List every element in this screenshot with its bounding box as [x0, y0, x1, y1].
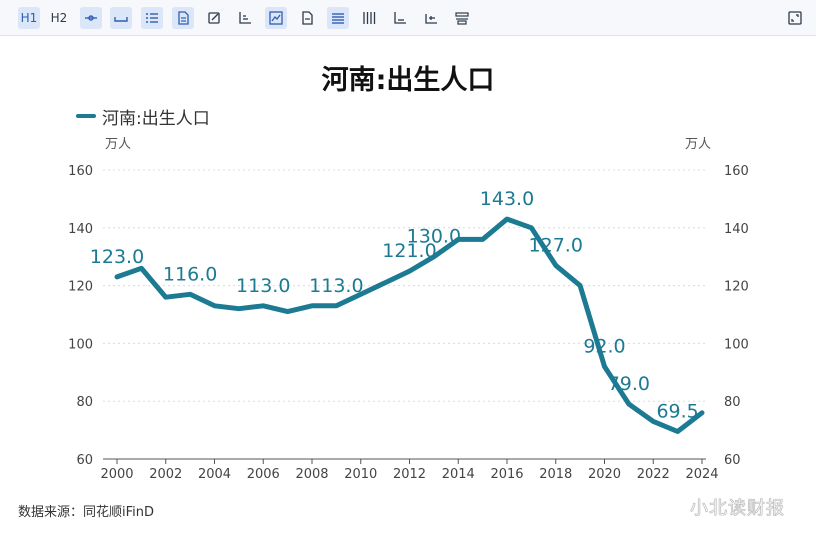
- legend-swatch: [76, 114, 96, 118]
- data-label: 113.0: [309, 275, 363, 297]
- legend-label: 河南:出生人口: [102, 108, 210, 129]
- y-tick-label-right: 80: [724, 395, 741, 410]
- axis-button[interactable]: [234, 7, 256, 29]
- line-dot-icon: [85, 15, 97, 21]
- page-button[interactable]: [296, 7, 318, 29]
- align-lines-button[interactable]: [327, 7, 349, 29]
- list-icon: [146, 13, 158, 23]
- x-tick-label: 2008: [295, 467, 328, 482]
- x-tick-label: 2020: [588, 467, 621, 482]
- tick-axis-button[interactable]: [420, 7, 442, 29]
- data-label: 130.0: [407, 226, 461, 248]
- y-tick-label-right: 100: [724, 337, 749, 352]
- watermark: 小北读财报: [690, 498, 785, 520]
- y-tick-label-right: 120: [724, 280, 749, 295]
- source-note: 数据来源：同花顺iFinD: [18, 505, 155, 520]
- tick-axis-icon: [425, 14, 437, 24]
- stack-icon: [455, 12, 469, 25]
- x-tick-label: 2012: [393, 467, 426, 482]
- y-tick-label-left: 120: [68, 280, 93, 295]
- columns-button[interactable]: [358, 7, 380, 29]
- x-tick-label: 2014: [442, 467, 475, 482]
- y-tick-label-right: 160: [724, 164, 749, 179]
- h1-label: H1: [20, 11, 38, 25]
- x-tick-label: 2022: [637, 467, 670, 482]
- y-tick-label-left: 100: [68, 337, 93, 352]
- stack-button[interactable]: [451, 7, 473, 29]
- page-icon: [302, 11, 313, 25]
- document-button[interactable]: [172, 7, 194, 29]
- x-tick-label: 2000: [100, 467, 133, 482]
- expand-button[interactable]: [784, 7, 806, 29]
- toolbar: H1 H2: [0, 0, 816, 36]
- lines-icon: [332, 13, 344, 24]
- chart-frame-icon: [269, 11, 283, 25]
- document-icon: [178, 11, 189, 25]
- data-label: 92.0: [583, 336, 625, 358]
- edit-icon: [208, 12, 220, 24]
- divider-button[interactable]: [80, 7, 102, 29]
- data-label: 123.0: [90, 246, 144, 268]
- chart-frame-button[interactable]: [265, 7, 287, 29]
- x-tick-label: 2004: [198, 467, 231, 482]
- x-tick-label: 2010: [344, 467, 377, 482]
- y-tick-label-left: 60: [76, 453, 93, 468]
- columns-icon: [363, 12, 376, 24]
- y-tick-label-left: 80: [76, 395, 93, 410]
- y-tick-label-left: 140: [68, 222, 93, 237]
- legend[interactable]: 河南:出生人口: [76, 105, 210, 129]
- x-tick-label: 2018: [539, 467, 572, 482]
- y-unit-right: 万人: [685, 137, 712, 152]
- data-label: 127.0: [529, 234, 583, 256]
- expand-icon: [788, 11, 802, 25]
- x-tick-label: 2002: [149, 467, 182, 482]
- y-unit-left: 万人: [105, 137, 132, 152]
- corner-axis-icon: [394, 12, 406, 24]
- space-bracket-icon: [114, 17, 128, 22]
- axis-icon: [239, 12, 251, 24]
- h2-button[interactable]: H2: [48, 7, 70, 29]
- y-tick-label-right: 60: [724, 453, 741, 468]
- data-label: 143.0: [480, 188, 534, 210]
- data-label: 113.0: [236, 275, 290, 297]
- x-tick-label: 2024: [685, 467, 718, 482]
- corner-axis-button[interactable]: [389, 7, 411, 29]
- list-button[interactable]: [141, 7, 163, 29]
- space-button[interactable]: [110, 7, 132, 29]
- y-tick-label-right: 140: [724, 222, 749, 237]
- chart-title: 河南:出生人口: [321, 65, 495, 96]
- x-tick-label: 2016: [490, 467, 523, 482]
- h2-label: H2: [50, 11, 68, 25]
- data-label: 69.5: [656, 401, 698, 423]
- h1-button[interactable]: H1: [18, 7, 40, 29]
- data-label: 116.0: [163, 263, 217, 285]
- data-label: 121.0: [382, 240, 436, 262]
- series-line: [114, 216, 705, 434]
- data-label: 79.0: [608, 373, 650, 395]
- x-tick-label: 2006: [247, 467, 280, 482]
- y-tick-label-left: 160: [68, 164, 93, 179]
- edit-button[interactable]: [203, 7, 225, 29]
